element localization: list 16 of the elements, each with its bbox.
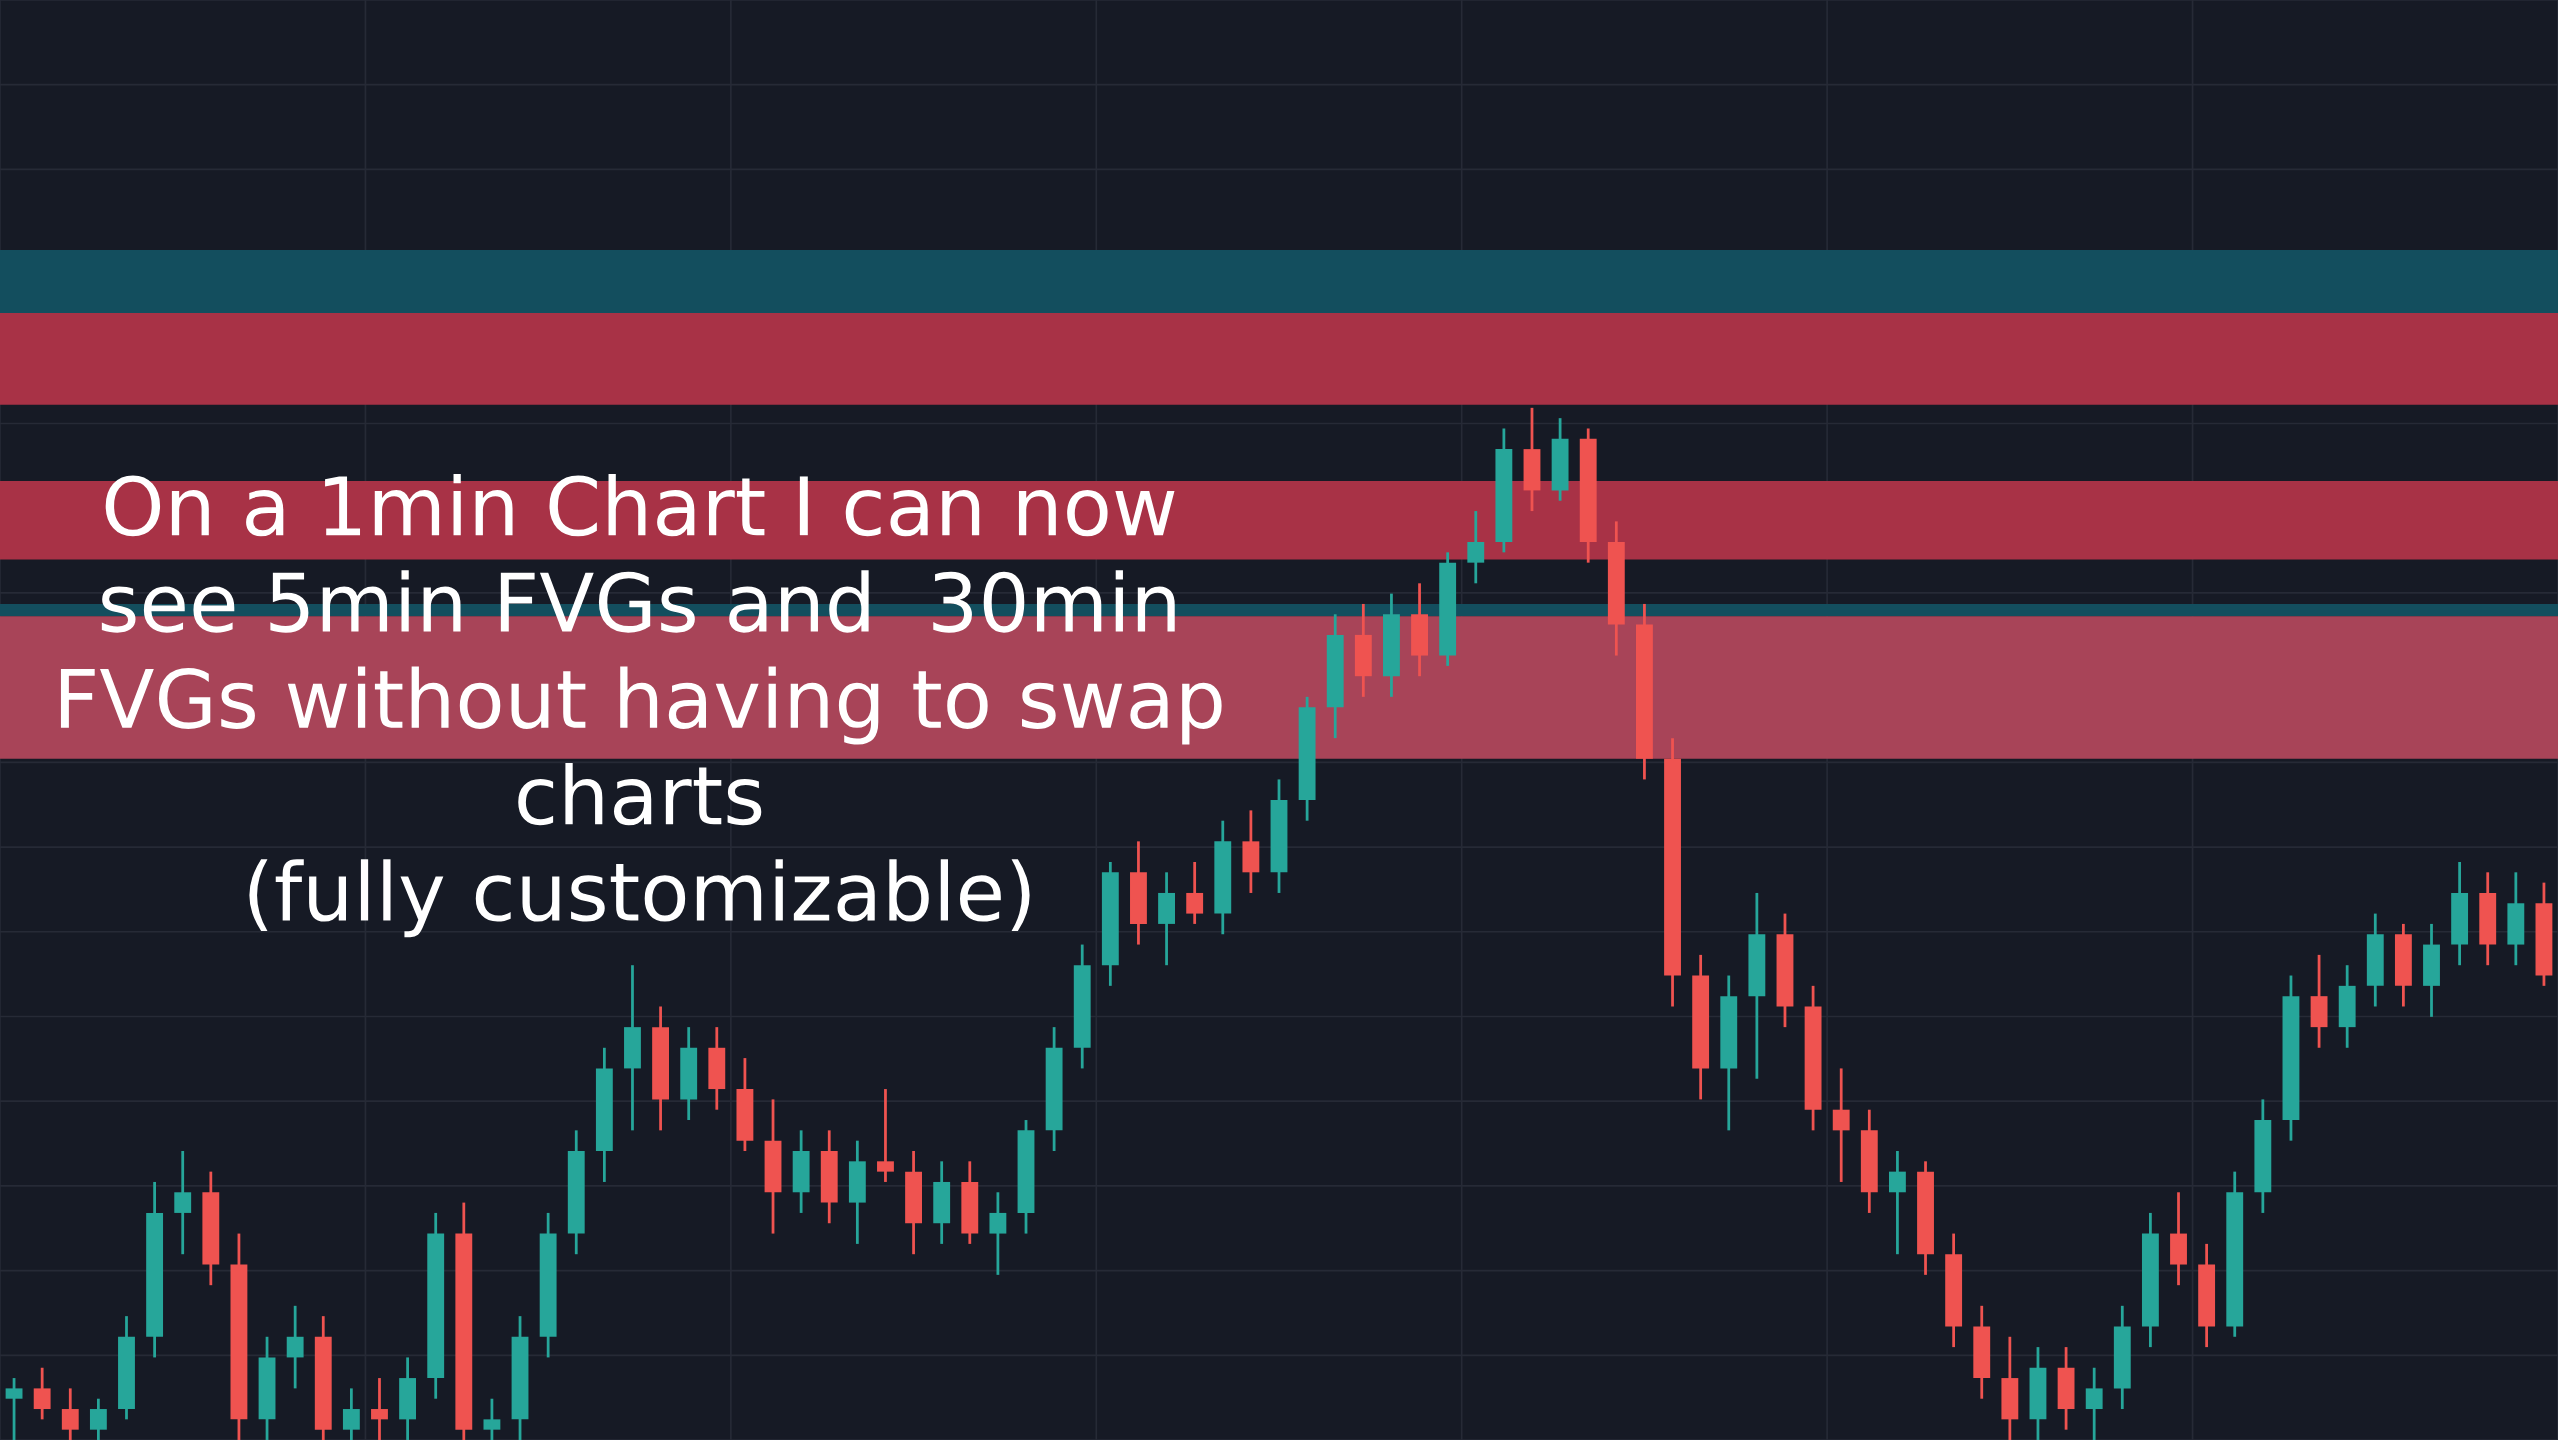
candlestick — [1888, 1149, 1906, 1256]
candlestick — [61, 1387, 79, 1440]
candlestick — [989, 1190, 1007, 1277]
candlestick — [371, 1376, 388, 1440]
candlestick — [5, 1376, 23, 1440]
candlestick — [174, 1149, 192, 1256]
candlestick — [286, 1304, 304, 1390]
candlestick — [1832, 1067, 1850, 1184]
candlestick — [1186, 860, 1204, 926]
candlestick — [89, 1397, 107, 1440]
candlestick — [1467, 509, 1485, 585]
candlestick — [2085, 1366, 2103, 1440]
candlestick — [483, 1397, 501, 1440]
candlestick — [342, 1387, 360, 1440]
candlestick — [33, 1366, 51, 1421]
candlestick — [877, 1087, 894, 1184]
